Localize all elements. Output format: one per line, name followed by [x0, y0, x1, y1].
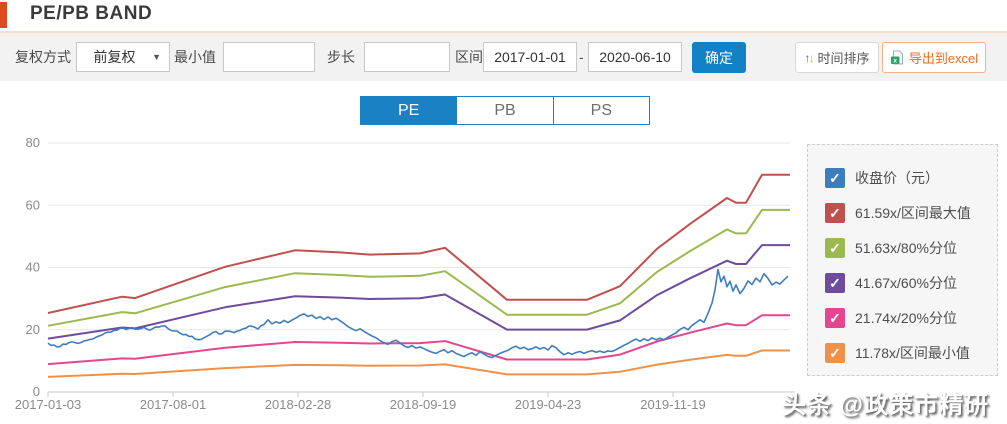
check-icon: ✓ — [829, 204, 841, 221]
legend-label: 41.67x/60%分位 — [855, 274, 957, 291]
legend-item-max-band[interactable]: ✓ 61.59x/区间最大值 — [808, 195, 997, 230]
y-tick-label: 20 — [26, 322, 40, 337]
page-header: PE/PB BAND — [0, 0, 1007, 33]
excel-icon: x — [890, 50, 905, 65]
legend-item-20pct-band[interactable]: ✓ 21.74x/20%分位 — [808, 300, 997, 335]
adjust-method-select[interactable]: 前复权 ▼ — [76, 42, 170, 72]
legend-item-60pct-band[interactable]: ✓ 41.67x/60%分位 — [808, 265, 997, 300]
step-label: 步长 — [327, 49, 355, 65]
step-input[interactable] — [364, 42, 450, 72]
pe-band-chart: 2017-01-03 2017-08-01 2018-02-28 2018-09-19… — [15, 135, 795, 412]
band-line-51.63x — [47, 208, 790, 327]
legend-checkbox[interactable]: ✓ — [825, 307, 845, 328]
adjust-method-value: 前复权 — [93, 49, 136, 65]
y-tick-label: 40 — [26, 260, 40, 275]
time-sort-button[interactable]: ↑ ↓ 时间排序 — [795, 42, 879, 73]
legend-checkbox[interactable]: ✓ — [825, 342, 845, 363]
x-tick-label: 2018-09-19 — [390, 397, 457, 412]
check-icon: ✓ — [829, 344, 841, 361]
band-line-21.74x — [47, 314, 790, 366]
watermark: 头条 @政策市精研 — [782, 392, 990, 419]
toolbar: 复权方式 前复权 ▼ 最小值 步长 区间 - 确定 ↑↓时间排序 x 导出到ex… — [0, 33, 1007, 81]
legend-label: 61.59x/区间最大值 — [855, 204, 971, 221]
min-value-label: 最小值 — [174, 49, 216, 65]
legend-item-80pct-band[interactable]: ✓ 51.63x/80%分位 — [808, 230, 997, 265]
check-icon: ✓ — [829, 239, 841, 256]
arrow-down-icon: ↓ — [808, 50, 815, 65]
legend-checkbox[interactable]: ✓ — [825, 202, 845, 223]
accent-bar — [0, 2, 7, 28]
range-dash: - — [579, 49, 584, 65]
band-line-61.59x — [47, 173, 790, 314]
y-tick-label: 0 — [33, 384, 40, 399]
x-tick-label: 2019-11-19 — [640, 397, 706, 412]
legend-checkbox[interactable]: ✓ — [825, 272, 845, 293]
x-tick-label: 2018-02-28 — [265, 397, 332, 412]
range-start-input[interactable] — [483, 42, 577, 72]
adjust-method-label: 复权方式 — [15, 49, 71, 65]
range-label: 区间 — [455, 49, 483, 65]
band-line-11.78x — [47, 349, 790, 378]
tab-pe[interactable]: PE — [361, 97, 457, 124]
x-tick-label: 2017-08-01 — [140, 397, 207, 412]
confirm-button[interactable]: 确定 — [692, 42, 746, 73]
page-title: PE/PB BAND — [30, 3, 153, 24]
metric-tabs: PE PB PS — [360, 96, 650, 125]
legend-label: 51.63x/80%分位 — [855, 239, 957, 256]
arrow-up-icon: ↑ — [804, 50, 811, 65]
band-line-41.67x — [47, 244, 790, 340]
export-excel-button[interactable]: x 导出到excel — [882, 42, 986, 73]
tab-pb[interactable]: PB — [456, 97, 553, 124]
legend-checkbox[interactable]: ✓ — [825, 167, 845, 188]
export-excel-label: 导出到excel — [908, 51, 979, 66]
y-tick-label: 80 — [26, 135, 40, 150]
legend-label: 收盘价（元） — [855, 169, 939, 186]
check-icon: ✓ — [829, 274, 841, 291]
range-end-input[interactable] — [588, 42, 682, 72]
time-sort-label: 时间排序 — [817, 51, 870, 66]
check-icon: ✓ — [829, 309, 841, 326]
legend-item-close-price[interactable]: ✓ 收盘价（元） — [808, 160, 997, 195]
check-icon: ✓ — [829, 169, 841, 186]
svg-text:x: x — [893, 58, 897, 65]
legend-label: 21.74x/20%分位 — [855, 309, 957, 326]
legend-checkbox[interactable]: ✓ — [825, 237, 845, 258]
y-tick-label: 60 — [26, 197, 40, 212]
x-tick-label: 2017-01-03 — [15, 397, 82, 412]
x-tick-label: 2019-04-23 — [515, 397, 582, 412]
chevron-down-icon: ▼ — [152, 52, 161, 62]
chart-legend: ✓ 收盘价（元） ✓ 61.59x/区间最大值 ✓ 51.63x/80%分位 ✓… — [807, 144, 998, 376]
tab-ps[interactable]: PS — [552, 97, 649, 124]
legend-label: 11.78x/区间最小值 — [855, 344, 970, 361]
price-line — [47, 268, 789, 359]
min-value-input[interactable] — [223, 42, 315, 72]
legend-item-min-band[interactable]: ✓ 11.78x/区间最小值 — [808, 335, 997, 370]
